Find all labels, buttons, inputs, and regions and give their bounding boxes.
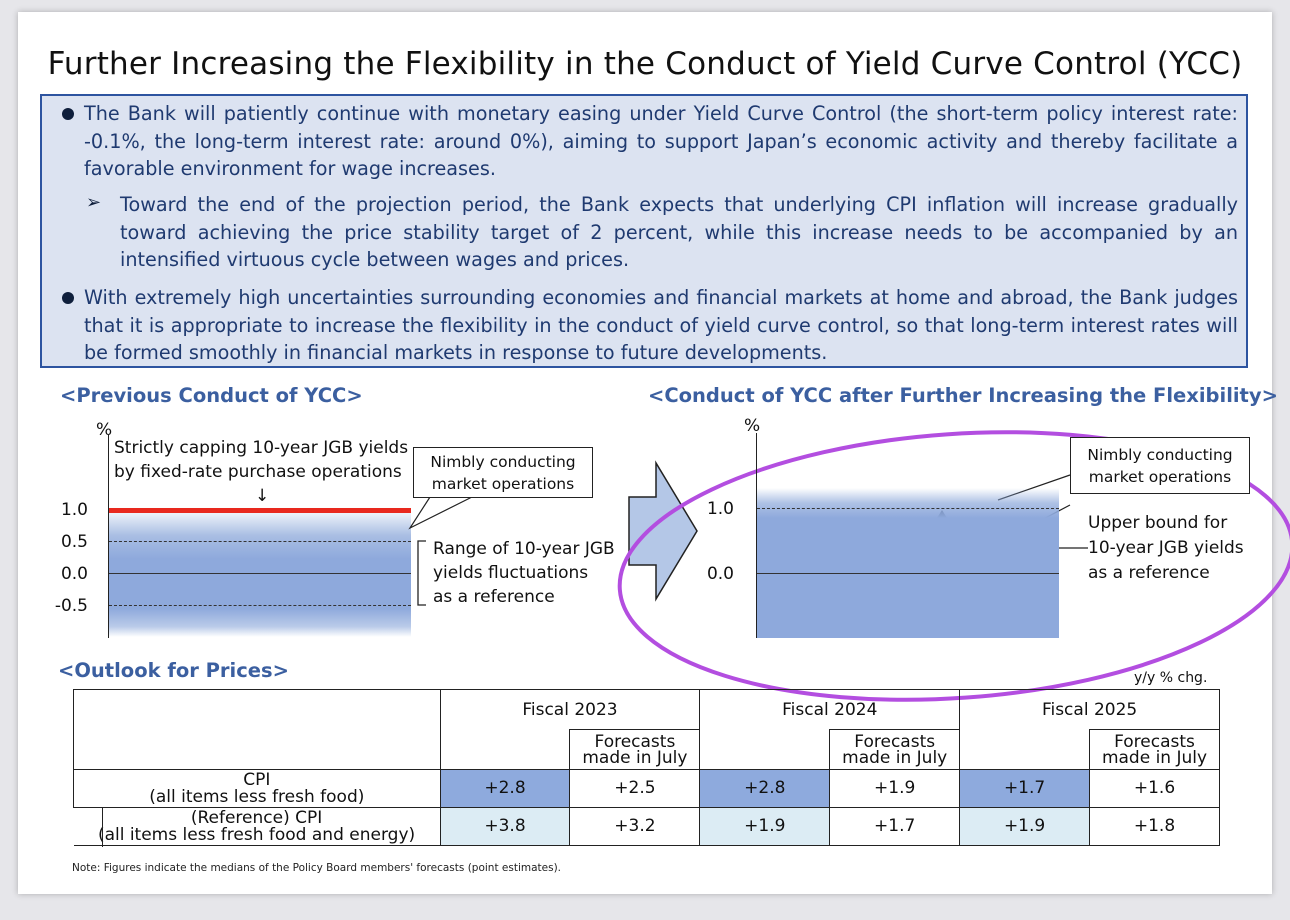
table-corner-cell: [73, 689, 441, 770]
after-unit-label: %: [744, 416, 761, 436]
value-cell: +1.7: [959, 769, 1091, 808]
row-label-line2: (all items less fresh food): [149, 786, 365, 807]
year-header: Fiscal 2025: [959, 689, 1220, 730]
callout-line: market operations: [1088, 468, 1232, 486]
table-blank-cell: [439, 729, 571, 770]
range-label-line2: yields fluctuations: [433, 563, 589, 583]
after-upper-bound-line: [757, 508, 1059, 509]
summary-sub-bullet-1: Toward the end of the projection period,…: [120, 193, 1238, 271]
callout-line: market operations: [431, 475, 575, 493]
after-operations-callout: Nimbly conducting market operations: [1070, 437, 1250, 494]
tick-label: -0.5: [54, 596, 88, 616]
table-indent-border: [102, 808, 103, 847]
cap-label-line1: Strictly capping 10-year JGB yields: [114, 438, 409, 458]
value-cell: +3.8: [439, 807, 571, 846]
range-label-line3: as a reference: [433, 587, 555, 607]
previous-ycc-heading: <Previous Conduct of YCC>: [60, 384, 363, 407]
previous-cap-line: [109, 508, 411, 513]
previous-y-axis: [108, 435, 109, 638]
summary-bullet-1: The Bank will patiently continue with mo…: [84, 102, 1238, 180]
value-cell: +2.8: [439, 769, 571, 808]
after-fluctuation-band: [757, 488, 1059, 638]
outlook-unit: y/y % chg.: [1134, 670, 1208, 686]
row-label-line2: (all items less fresh food and energy): [97, 824, 416, 845]
value-cell: +3.2: [569, 807, 701, 846]
previous-lower-range-line: [109, 605, 411, 606]
row-label-line1: CPI: [243, 769, 271, 790]
year-header: Fiscal 2023: [439, 689, 701, 730]
tick-label: 0.0: [706, 564, 734, 584]
value-cell: +1.9: [699, 807, 831, 846]
previous-zero-line: [109, 573, 411, 574]
year-header: Fiscal 2024: [699, 689, 961, 730]
forecast-header: Forecasts made in July: [569, 729, 701, 770]
outlook-table: Fiscal 2023 Fiscal 2024 Fiscal 2025 Fore…: [73, 689, 1220, 846]
row-label: CPI (all items less fresh food): [73, 769, 441, 808]
footnote: Note: Figures indicate the medians of th…: [72, 862, 562, 874]
summary-box: The Bank will patiently continue with mo…: [40, 94, 1248, 368]
after-ycc-heading: <Conduct of YCC after Further Increasing…: [648, 384, 1278, 407]
value-cell: +1.9: [829, 769, 961, 808]
tick-label: 0.5: [60, 532, 88, 552]
down-arrow-icon: ↓: [255, 486, 270, 506]
upper-bound-line2: 10-year JGB yields: [1088, 538, 1244, 558]
callout-line: Nimbly conducting: [430, 453, 576, 471]
bullet-dot-icon: [62, 108, 74, 120]
row-label: (Reference) CPI (all items less fresh foo…: [73, 807, 441, 846]
callout-line: Nimbly conducting: [1087, 446, 1233, 464]
forecast-header-line2: made in July: [1101, 747, 1208, 768]
after-y-axis: [756, 433, 757, 638]
range-label-line1: Range of 10-year JGB: [433, 539, 615, 559]
tick-label: 1.0: [60, 500, 88, 520]
value-cell: +2.5: [569, 769, 701, 808]
forecast-header-line1: Forecasts: [594, 731, 676, 752]
cap-label-line2: by fixed-rate purchase operations: [114, 462, 402, 482]
previous-upper-range-line: [109, 541, 411, 542]
table-blank-cell: [699, 729, 831, 770]
previous-fluctuation-band: [109, 507, 411, 637]
page-title: Further Increasing the Flexibility in th…: [47, 46, 1243, 82]
upper-bound-line3: as a reference: [1088, 563, 1210, 583]
previous-operations-callout: Nimbly conducting market operations: [413, 447, 593, 498]
value-cell: +1.8: [1089, 807, 1220, 846]
upper-bound-line1: Upper bound for: [1088, 513, 1228, 533]
table-row: (Reference) CPI (all items less fresh foo…: [73, 807, 1220, 846]
value-cell: +1.9: [959, 807, 1091, 846]
after-zero-line: [757, 573, 1059, 574]
value-cell: +2.8: [699, 769, 831, 808]
forecast-header-line1: Forecasts: [1114, 731, 1195, 752]
tick-label: 0.0: [60, 564, 88, 584]
row-label-line1: (Reference) CPI: [190, 807, 323, 828]
table-row: CPI (all items less fresh food) +2.8 +2.5…: [73, 769, 1220, 808]
forecast-header-line2: made in July: [582, 747, 688, 768]
forecast-header-line2: made in July: [842, 747, 948, 768]
value-cell: +1.7: [829, 807, 961, 846]
sub-bullet-arrow-icon: ➢: [86, 192, 102, 213]
forecast-header: Forecasts made in July: [829, 729, 961, 770]
value-cell: +1.6: [1089, 769, 1220, 808]
summary-bullet-2: With extremely high uncertainties surrou…: [84, 286, 1238, 364]
bullet-dot-icon: [62, 292, 74, 304]
forecast-header-line1: Forecasts: [854, 731, 936, 752]
forecast-header: Forecasts made in July: [1089, 729, 1220, 770]
table-blank-cell: [959, 729, 1091, 770]
outlook-heading: <Outlook for Prices>: [58, 659, 289, 682]
tick-label: 1.0: [706, 499, 734, 519]
